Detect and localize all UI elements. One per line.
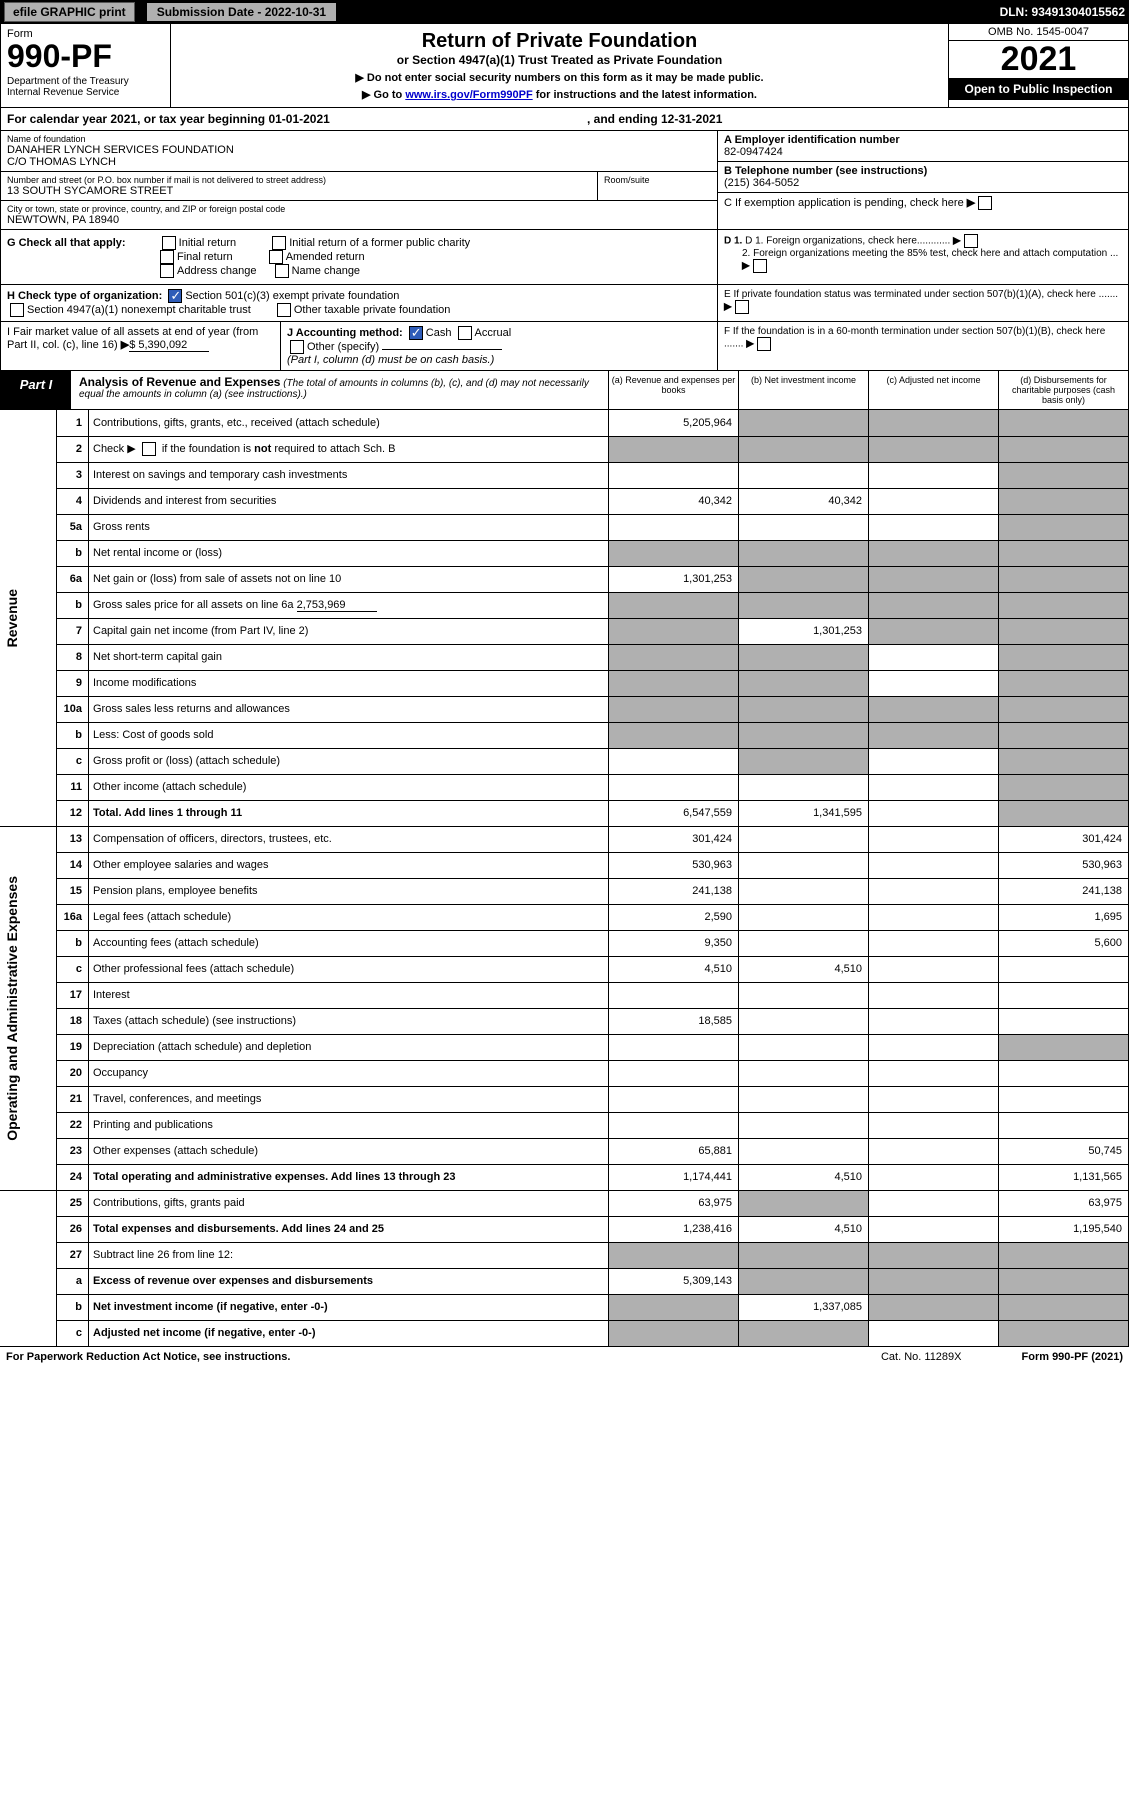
omb-number: OMB No. 1545-0047: [949, 24, 1128, 41]
tax-year: 2021: [949, 41, 1128, 78]
form-title: Return of Private Foundation: [179, 30, 940, 53]
dln: DLN: 93491304015562: [1000, 5, 1125, 19]
i-j-f-block: I Fair market value of all assets at end…: [0, 322, 1129, 371]
part-i-table: Revenue 1Contributions, gifts, grants, e…: [0, 410, 1129, 1347]
footer-left: For Paperwork Reduction Act Notice, see …: [6, 1351, 290, 1363]
id-block: Name of foundation DANAHER LYNCH SERVICE…: [0, 131, 1129, 230]
g-initial-checkbox[interactable]: [162, 236, 176, 250]
j-other-checkbox[interactable]: [290, 340, 304, 354]
ein-value: 82-0947424: [724, 146, 1122, 158]
col-c-header: (c) Adjusted net income: [868, 371, 998, 409]
name-label: Name of foundation: [7, 134, 711, 144]
phone-label: B Telephone number (see instructions): [724, 165, 927, 177]
h-4947-checkbox[interactable]: [10, 303, 24, 317]
street-address: 13 SOUTH SYCAMORE STREET: [7, 185, 591, 197]
page-footer: For Paperwork Reduction Act Notice, see …: [0, 1347, 1129, 1367]
footer-formref: Form 990-PF (2021): [1022, 1351, 1124, 1363]
part-i-label: Part I: [1, 371, 71, 409]
calendar-year-row: For calendar year 2021, or tax year begi…: [0, 108, 1129, 131]
g-label: G Check all that apply:: [7, 237, 126, 249]
exemption-pending-label: C If exemption application is pending, c…: [724, 197, 964, 209]
g-final-checkbox[interactable]: [160, 250, 174, 264]
phone-value: (215) 364-5052: [724, 177, 1122, 189]
open-to-public: Open to Public Inspection: [949, 78, 1128, 100]
form-header: Form 990-PF Department of the Treasury I…: [0, 24, 1129, 108]
submission-date: Submission Date - 2022-10-31: [147, 3, 336, 21]
e-checkbox[interactable]: [735, 300, 749, 314]
h-e-block: H Check type of organization: Section 50…: [0, 285, 1129, 322]
form-number: 990-PF: [7, 40, 164, 72]
foundation-name: DANAHER LYNCH SERVICES FOUNDATION C/O TH…: [7, 144, 711, 168]
g-initial-public-checkbox[interactable]: [272, 236, 286, 250]
f-checkbox[interactable]: [757, 337, 771, 351]
f-label: F If the foundation is in a 60-month ter…: [724, 326, 1105, 350]
g-address-checkbox[interactable]: [160, 264, 174, 278]
city-state-zip: NEWTOWN, PA 18940: [7, 214, 711, 226]
d1-checkbox[interactable]: [964, 234, 978, 248]
d1-label: D 1. D 1. Foreign organizations, check h…: [724, 234, 1122, 248]
part-i-header: Part I Analysis of Revenue and Expenses …: [0, 371, 1129, 410]
top-bar: efile GRAPHIC print Submission Date - 20…: [0, 0, 1129, 24]
efile-print-button[interactable]: efile GRAPHIC print: [4, 2, 135, 22]
revenue-side-label: Revenue: [4, 589, 20, 647]
col-d-header: (d) Disbursements for charitable purpose…: [998, 371, 1128, 409]
schb-checkbox[interactable]: [142, 442, 156, 456]
j-note: (Part I, column (d) must be on cash basi…: [287, 354, 494, 366]
warning-ssn: ▶ Do not enter social security numbers o…: [179, 71, 940, 84]
footer-catno: Cat. No. 11289X: [881, 1351, 962, 1363]
d2-checkbox[interactable]: [753, 259, 767, 273]
ein-label: A Employer identification number: [724, 134, 900, 146]
city-label: City or town, state or province, country…: [7, 204, 711, 214]
col-a-header: (a) Revenue and expenses per books: [608, 371, 738, 409]
e-label: E If private foundation status was termi…: [724, 289, 1118, 300]
h-label: H Check type of organization:: [7, 290, 162, 302]
expenses-side-label: Operating and Administrative Expenses: [4, 876, 20, 1141]
h-other-checkbox[interactable]: [277, 303, 291, 317]
g-name-checkbox[interactable]: [275, 264, 289, 278]
j-accrual-checkbox[interactable]: [458, 326, 472, 340]
g-d-block: G Check all that apply: Initial return I…: [0, 230, 1129, 285]
form-subtitle: or Section 4947(a)(1) Trust Treated as P…: [179, 53, 940, 67]
room-label: Room/suite: [604, 175, 711, 185]
instructions-link-line: ▶ Go to www.irs.gov/Form990PF for instru…: [179, 88, 940, 101]
street-label: Number and street (or P.O. box number if…: [7, 175, 591, 185]
j-label: J Accounting method:: [287, 327, 403, 339]
instructions-link[interactable]: www.irs.gov/Form990PF: [405, 89, 532, 101]
exemption-checkbox[interactable]: [978, 196, 992, 210]
j-cash-checkbox[interactable]: [409, 326, 423, 340]
g-amended-checkbox[interactable]: [269, 250, 283, 264]
col-b-header: (b) Net investment income: [738, 371, 868, 409]
h-501c3-checkbox[interactable]: [168, 289, 182, 303]
d2-label: 2. Foreign organizations meeting the 85%…: [724, 248, 1122, 273]
dept-treasury: Department of the Treasury Internal Reve…: [7, 76, 164, 98]
i-fmv-value: $ 5,390,092: [129, 339, 209, 352]
